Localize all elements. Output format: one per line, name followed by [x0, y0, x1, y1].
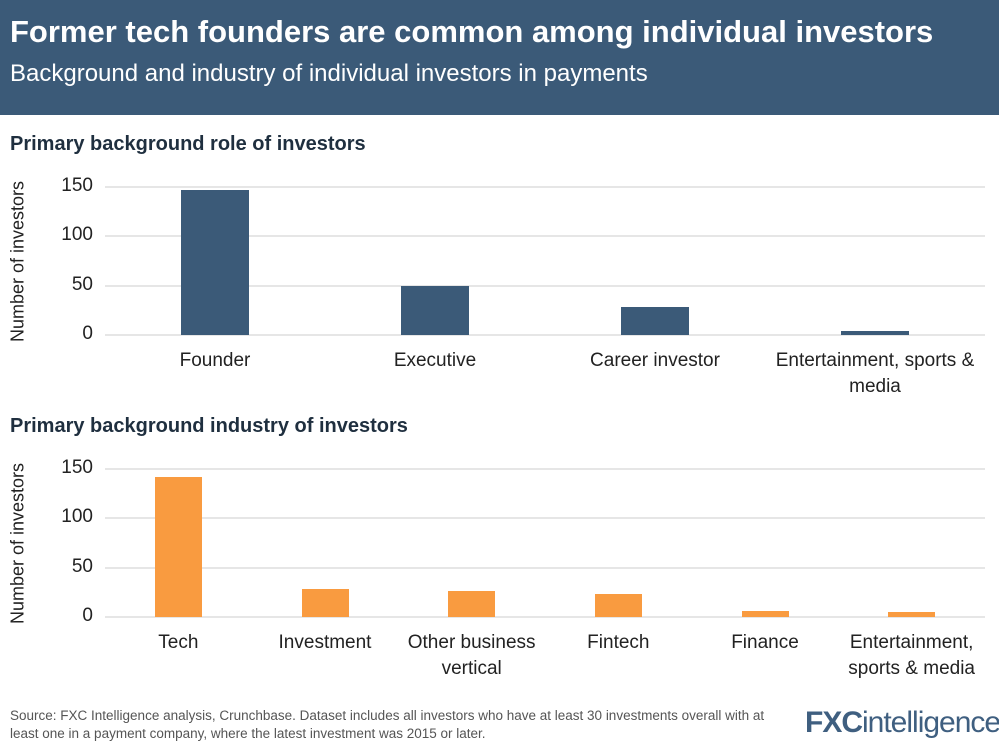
page-subtitle: Background and industry of individual in… — [10, 60, 648, 87]
bar — [841, 331, 909, 335]
gridline — [105, 517, 985, 520]
y-axis-label: Number of investors — [7, 462, 28, 625]
x-category-label: Fintech — [587, 632, 650, 653]
bar — [741, 611, 789, 617]
gridline — [105, 468, 985, 470]
x-category-label: Investment — [278, 632, 372, 653]
plot-area — [105, 468, 985, 618]
y-tick-label: 150 — [61, 457, 93, 478]
y-tick-label: 50 — [71, 555, 93, 577]
bar — [448, 591, 496, 617]
gridline — [105, 284, 985, 287]
y-tick-label: 100 — [61, 506, 93, 528]
y-tick-label: 100 — [61, 224, 93, 246]
bar — [301, 589, 349, 617]
bar — [181, 189, 249, 335]
y-tick-label: 150 — [61, 175, 93, 196]
chart-2-title: Primary background industry of investors — [10, 415, 408, 437]
gridline — [105, 566, 985, 569]
bar — [154, 476, 202, 617]
x-category-label: Finance — [731, 632, 799, 653]
page-title: Former tech founders are common among in… — [10, 14, 934, 49]
gridline — [105, 334, 985, 336]
x-category-label: Career investor — [590, 350, 720, 371]
bar — [594, 594, 642, 617]
bar — [401, 285, 469, 335]
x-category-label: Tech — [158, 632, 199, 653]
y-axis-label: Number of investors — [7, 180, 28, 343]
x-category-label: Executive — [393, 350, 477, 371]
gridline — [105, 186, 985, 188]
bar — [621, 307, 689, 335]
source-note: Source: FXC Intelligence analysis, Crunc… — [10, 708, 765, 741]
chart-1-title: Primary background role of investors — [10, 133, 366, 155]
x-category-label: Other business vertical — [407, 632, 536, 679]
bar — [888, 612, 936, 617]
y-tick-label: 50 — [71, 273, 93, 295]
x-category-label: Founder — [179, 350, 251, 371]
plot-area — [105, 186, 985, 336]
gridline — [105, 235, 985, 238]
y-tick-label: 0 — [82, 605, 93, 626]
x-category-label: Entertainment, sports & media — [848, 632, 976, 679]
header-banner: Former tech founders are common among in… — [0, 0, 999, 115]
fxc-logo: FXCintelligence™ — [805, 706, 999, 739]
gridline — [105, 616, 985, 618]
y-tick-label: 0 — [82, 323, 93, 344]
x-category-label: Entertainment, sports & media — [775, 350, 975, 397]
